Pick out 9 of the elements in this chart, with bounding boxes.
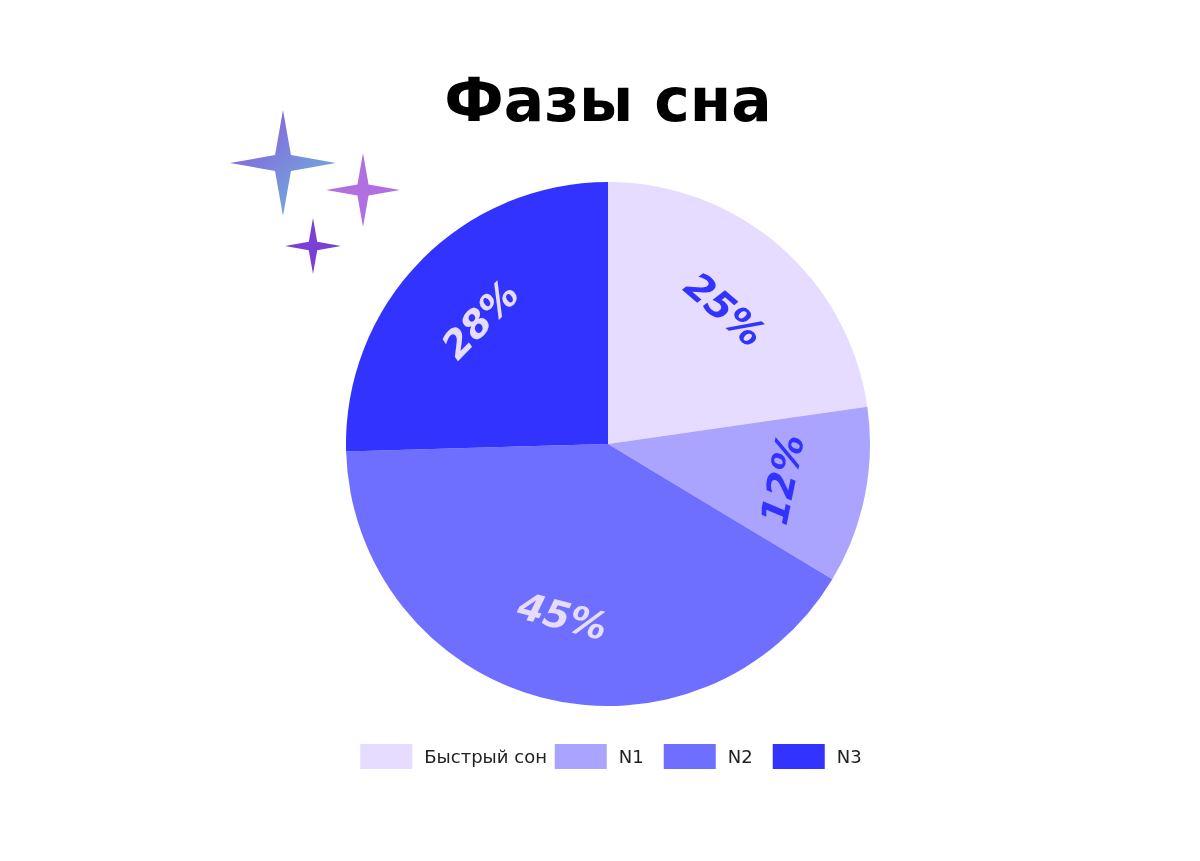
legend-label: Быстрый сон [424,745,547,767]
data-label: 45% [512,583,613,650]
legend-label: N1 [618,745,644,767]
chart-title: Фазы сна [444,65,772,135]
data-label: 12% [752,430,814,529]
pie-slice [608,406,870,580]
legend-label: N2 [727,745,753,767]
pie-slice [346,182,608,452]
legend-label: N3 [836,745,862,767]
